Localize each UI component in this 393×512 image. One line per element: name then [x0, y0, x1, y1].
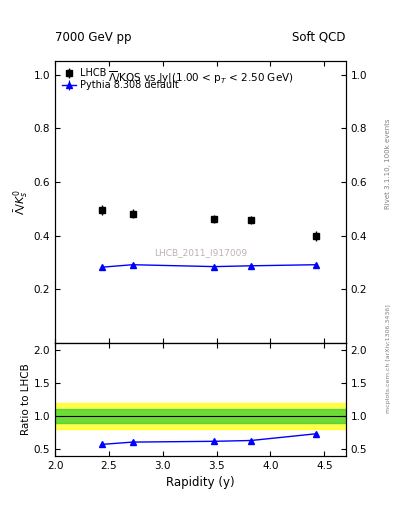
Legend: LHCB, Pythia 8.308 default: LHCB, Pythia 8.308 default — [60, 66, 181, 92]
Text: Soft QCD: Soft QCD — [292, 31, 346, 44]
Text: Rivet 3.1.10, 100k events: Rivet 3.1.10, 100k events — [385, 119, 391, 209]
Text: LHCB_2011_I917009: LHCB_2011_I917009 — [154, 248, 247, 258]
Y-axis label: Ratio to LHCB: Ratio to LHCB — [21, 364, 31, 435]
Text: $\overline{\Lambda}$/KOS vs |y|(1.00 < p$_T$ < 2.50 GeV): $\overline{\Lambda}$/KOS vs |y|(1.00 < p… — [108, 70, 293, 87]
Text: mcplots.cern.ch [arXiv:1306.3436]: mcplots.cern.ch [arXiv:1306.3436] — [386, 304, 391, 413]
Text: 7000 GeV pp: 7000 GeV pp — [55, 31, 132, 44]
Bar — [55, 409, 346, 422]
Bar — [55, 402, 346, 429]
X-axis label: Rapidity (y): Rapidity (y) — [166, 476, 235, 489]
Y-axis label: $\bar{\Lambda}/K^0_s$: $\bar{\Lambda}/K^0_s$ — [12, 189, 31, 215]
